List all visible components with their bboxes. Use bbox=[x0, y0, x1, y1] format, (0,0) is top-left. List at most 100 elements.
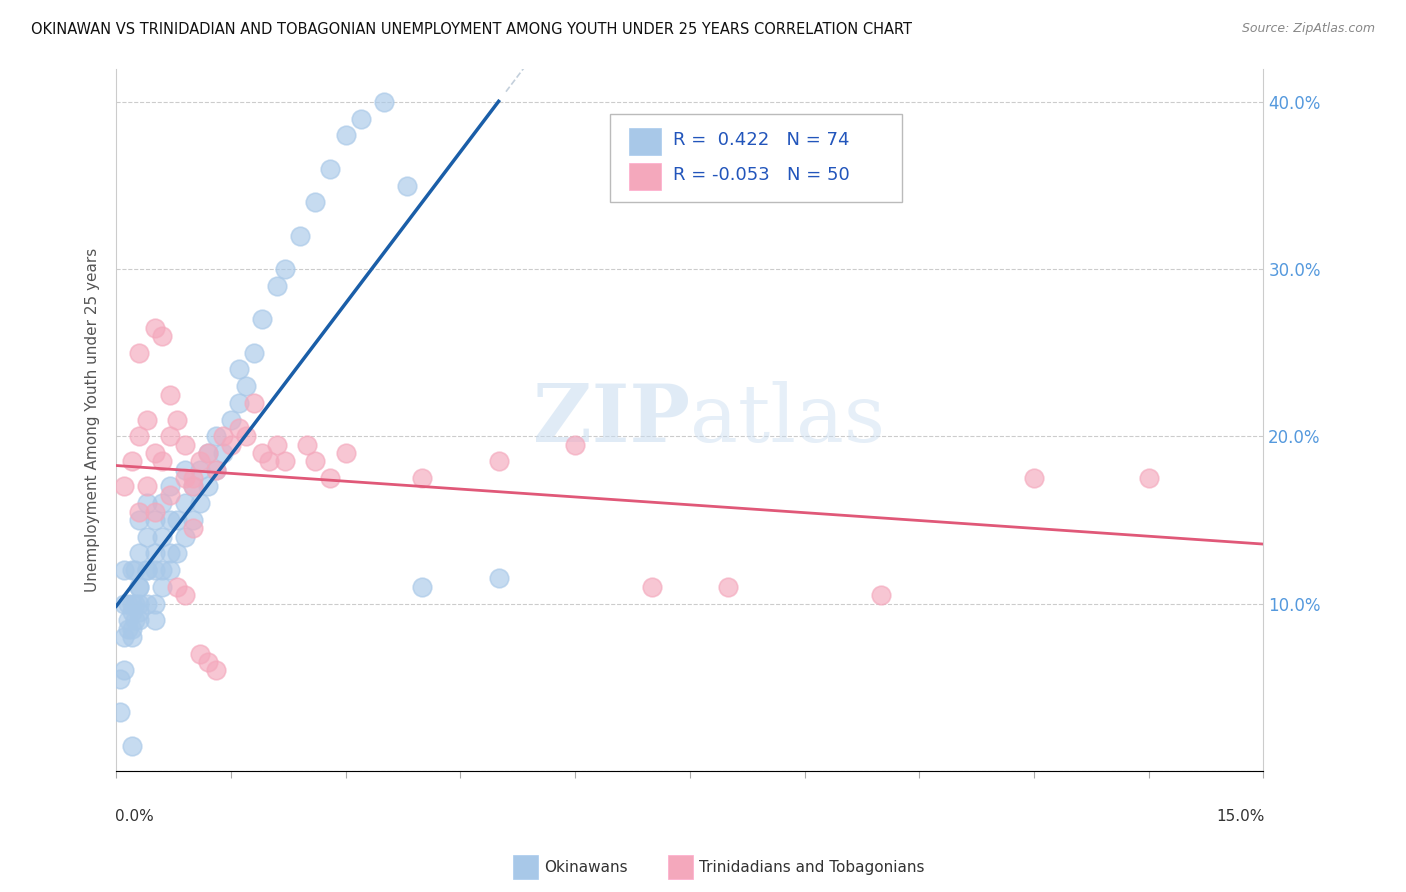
Point bbox=[181, 521, 204, 535]
Point bbox=[159, 546, 181, 560]
Point bbox=[121, 630, 143, 644]
Point bbox=[564, 438, 586, 452]
Point bbox=[166, 513, 188, 527]
Point bbox=[870, 588, 893, 602]
Y-axis label: Unemployment Among Youth under 25 years: Unemployment Among Youth under 25 years bbox=[86, 247, 100, 591]
Point bbox=[135, 597, 157, 611]
Point bbox=[150, 563, 173, 577]
Point bbox=[243, 396, 266, 410]
Text: 0.0%: 0.0% bbox=[115, 809, 153, 824]
Point bbox=[108, 672, 131, 686]
Point bbox=[135, 496, 157, 510]
Point bbox=[319, 161, 342, 176]
Point bbox=[174, 588, 197, 602]
Point bbox=[159, 429, 181, 443]
Point bbox=[135, 412, 157, 426]
Point bbox=[488, 571, 510, 585]
Point bbox=[159, 488, 181, 502]
Point bbox=[488, 454, 510, 468]
Point bbox=[181, 479, 204, 493]
Point bbox=[235, 429, 257, 443]
Point bbox=[204, 664, 226, 678]
Bar bbox=[628, 128, 661, 155]
Point bbox=[717, 580, 740, 594]
Point bbox=[143, 546, 166, 560]
Point bbox=[181, 471, 204, 485]
Point bbox=[159, 387, 181, 401]
Point bbox=[411, 580, 433, 594]
Point bbox=[243, 345, 266, 359]
Point bbox=[128, 597, 150, 611]
Point bbox=[204, 429, 226, 443]
Point bbox=[166, 412, 188, 426]
Point bbox=[135, 563, 157, 577]
Point bbox=[128, 580, 150, 594]
Point bbox=[228, 362, 250, 376]
Point bbox=[150, 580, 173, 594]
Point bbox=[335, 128, 357, 143]
Point bbox=[117, 597, 139, 611]
Point bbox=[117, 622, 139, 636]
Point bbox=[143, 320, 166, 334]
Point bbox=[121, 622, 143, 636]
Point bbox=[112, 664, 135, 678]
Point bbox=[124, 613, 146, 627]
Point bbox=[150, 530, 173, 544]
Point bbox=[204, 463, 226, 477]
Point bbox=[128, 580, 150, 594]
Point bbox=[197, 446, 219, 460]
Point bbox=[304, 195, 326, 210]
Point bbox=[1022, 471, 1045, 485]
Point bbox=[143, 563, 166, 577]
Point bbox=[174, 438, 197, 452]
Point bbox=[297, 438, 319, 452]
Point bbox=[143, 613, 166, 627]
Point bbox=[319, 471, 342, 485]
Point bbox=[219, 412, 242, 426]
FancyBboxPatch shape bbox=[610, 114, 903, 202]
Point bbox=[121, 605, 143, 619]
Point bbox=[197, 479, 219, 493]
Point bbox=[166, 546, 188, 560]
Point bbox=[174, 496, 197, 510]
Point bbox=[112, 597, 135, 611]
Point bbox=[174, 530, 197, 544]
Point bbox=[124, 597, 146, 611]
Point bbox=[212, 446, 235, 460]
Point bbox=[128, 605, 150, 619]
Point bbox=[335, 446, 357, 460]
Point bbox=[150, 496, 173, 510]
Point bbox=[190, 496, 212, 510]
Text: atlas: atlas bbox=[690, 381, 884, 458]
Text: Source: ZipAtlas.com: Source: ZipAtlas.com bbox=[1241, 22, 1375, 36]
Point bbox=[273, 262, 295, 277]
Point bbox=[128, 546, 150, 560]
Point bbox=[190, 463, 212, 477]
Point bbox=[143, 446, 166, 460]
Point bbox=[159, 513, 181, 527]
Point bbox=[266, 278, 288, 293]
Point bbox=[288, 228, 311, 243]
Point bbox=[128, 505, 150, 519]
Point bbox=[174, 463, 197, 477]
Text: Trinidadians and Tobagonians: Trinidadians and Tobagonians bbox=[699, 860, 924, 874]
Point bbox=[150, 454, 173, 468]
Point bbox=[128, 345, 150, 359]
Point bbox=[128, 429, 150, 443]
Point bbox=[128, 513, 150, 527]
Text: Okinawans: Okinawans bbox=[544, 860, 627, 874]
Point bbox=[117, 613, 139, 627]
Point bbox=[1137, 471, 1160, 485]
Point bbox=[350, 112, 373, 126]
Point bbox=[212, 429, 235, 443]
Point bbox=[121, 563, 143, 577]
Point bbox=[112, 563, 135, 577]
Text: 15.0%: 15.0% bbox=[1216, 809, 1264, 824]
Point bbox=[135, 530, 157, 544]
Point bbox=[124, 563, 146, 577]
Point bbox=[228, 421, 250, 435]
Point bbox=[128, 613, 150, 627]
Point bbox=[159, 563, 181, 577]
Point bbox=[112, 630, 135, 644]
Text: ZIP: ZIP bbox=[533, 381, 690, 458]
